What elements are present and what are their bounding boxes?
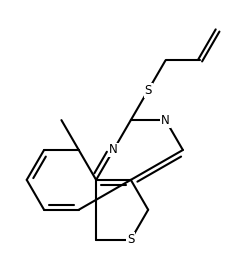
Text: S: S xyxy=(144,84,152,97)
Text: N: N xyxy=(109,144,118,156)
Text: N: N xyxy=(161,114,170,127)
Text: S: S xyxy=(127,233,135,246)
